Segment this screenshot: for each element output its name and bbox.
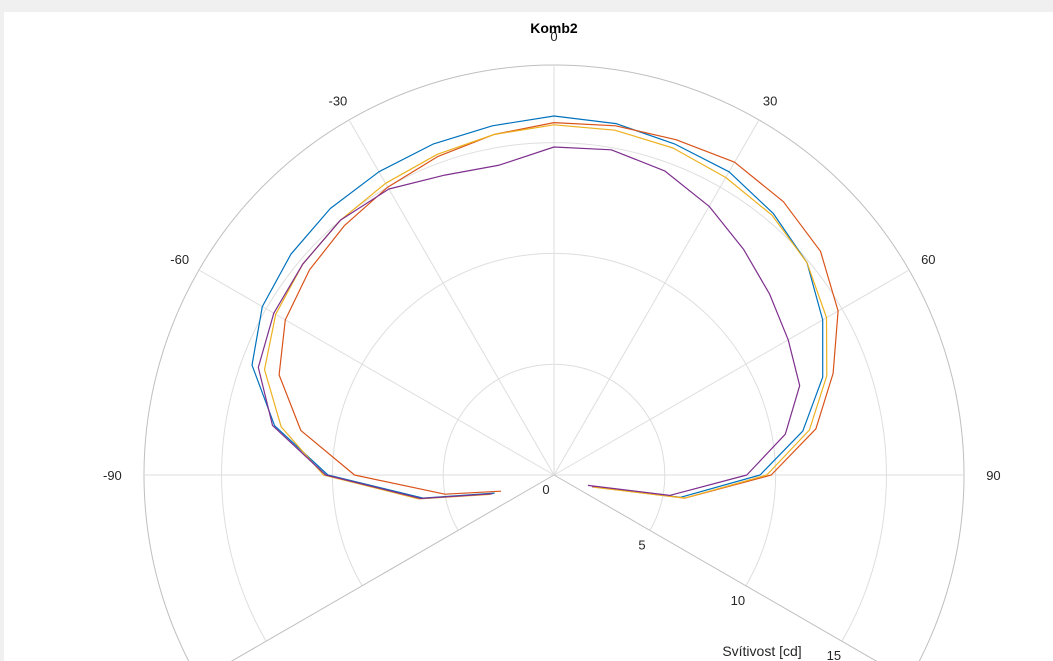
chart-title: Komb2 [530,20,578,36]
polar-grid [143,64,965,661]
grid-spoke [553,474,878,661]
r-tick-label: 5 [638,537,645,552]
theta-tick-label: -90 [103,468,122,483]
series-line-2 [278,121,839,499]
r-axis-label: Svítivost [cd] [722,643,801,659]
grid-spoke [198,269,555,476]
grid-spoke [348,119,555,476]
tick-labels: -90 -60 -30 0 30 60 90 0 5 10 15 [103,29,1001,661]
series-group [251,115,839,500]
theta-tick-label: -60 [170,252,189,267]
series-line-1 [251,115,824,499]
grid-spoke [230,474,555,661]
grid-spoke [553,119,760,476]
theta-tick-label: 0 [550,29,557,44]
theta-tick-label: -30 [329,94,348,109]
r-tick-label: 10 [731,593,745,608]
r-tick-label: 15 [827,648,841,661]
theta-tick-label: 90 [986,468,1000,483]
series-line-4 [257,146,801,500]
grid-ring [143,64,965,661]
grid-spoke [553,269,910,476]
theta-tick-label: 30 [763,94,777,109]
series-line-3 [263,124,828,500]
r-tick-label: 0 [542,482,549,497]
theta-tick-label: 60 [921,252,935,267]
